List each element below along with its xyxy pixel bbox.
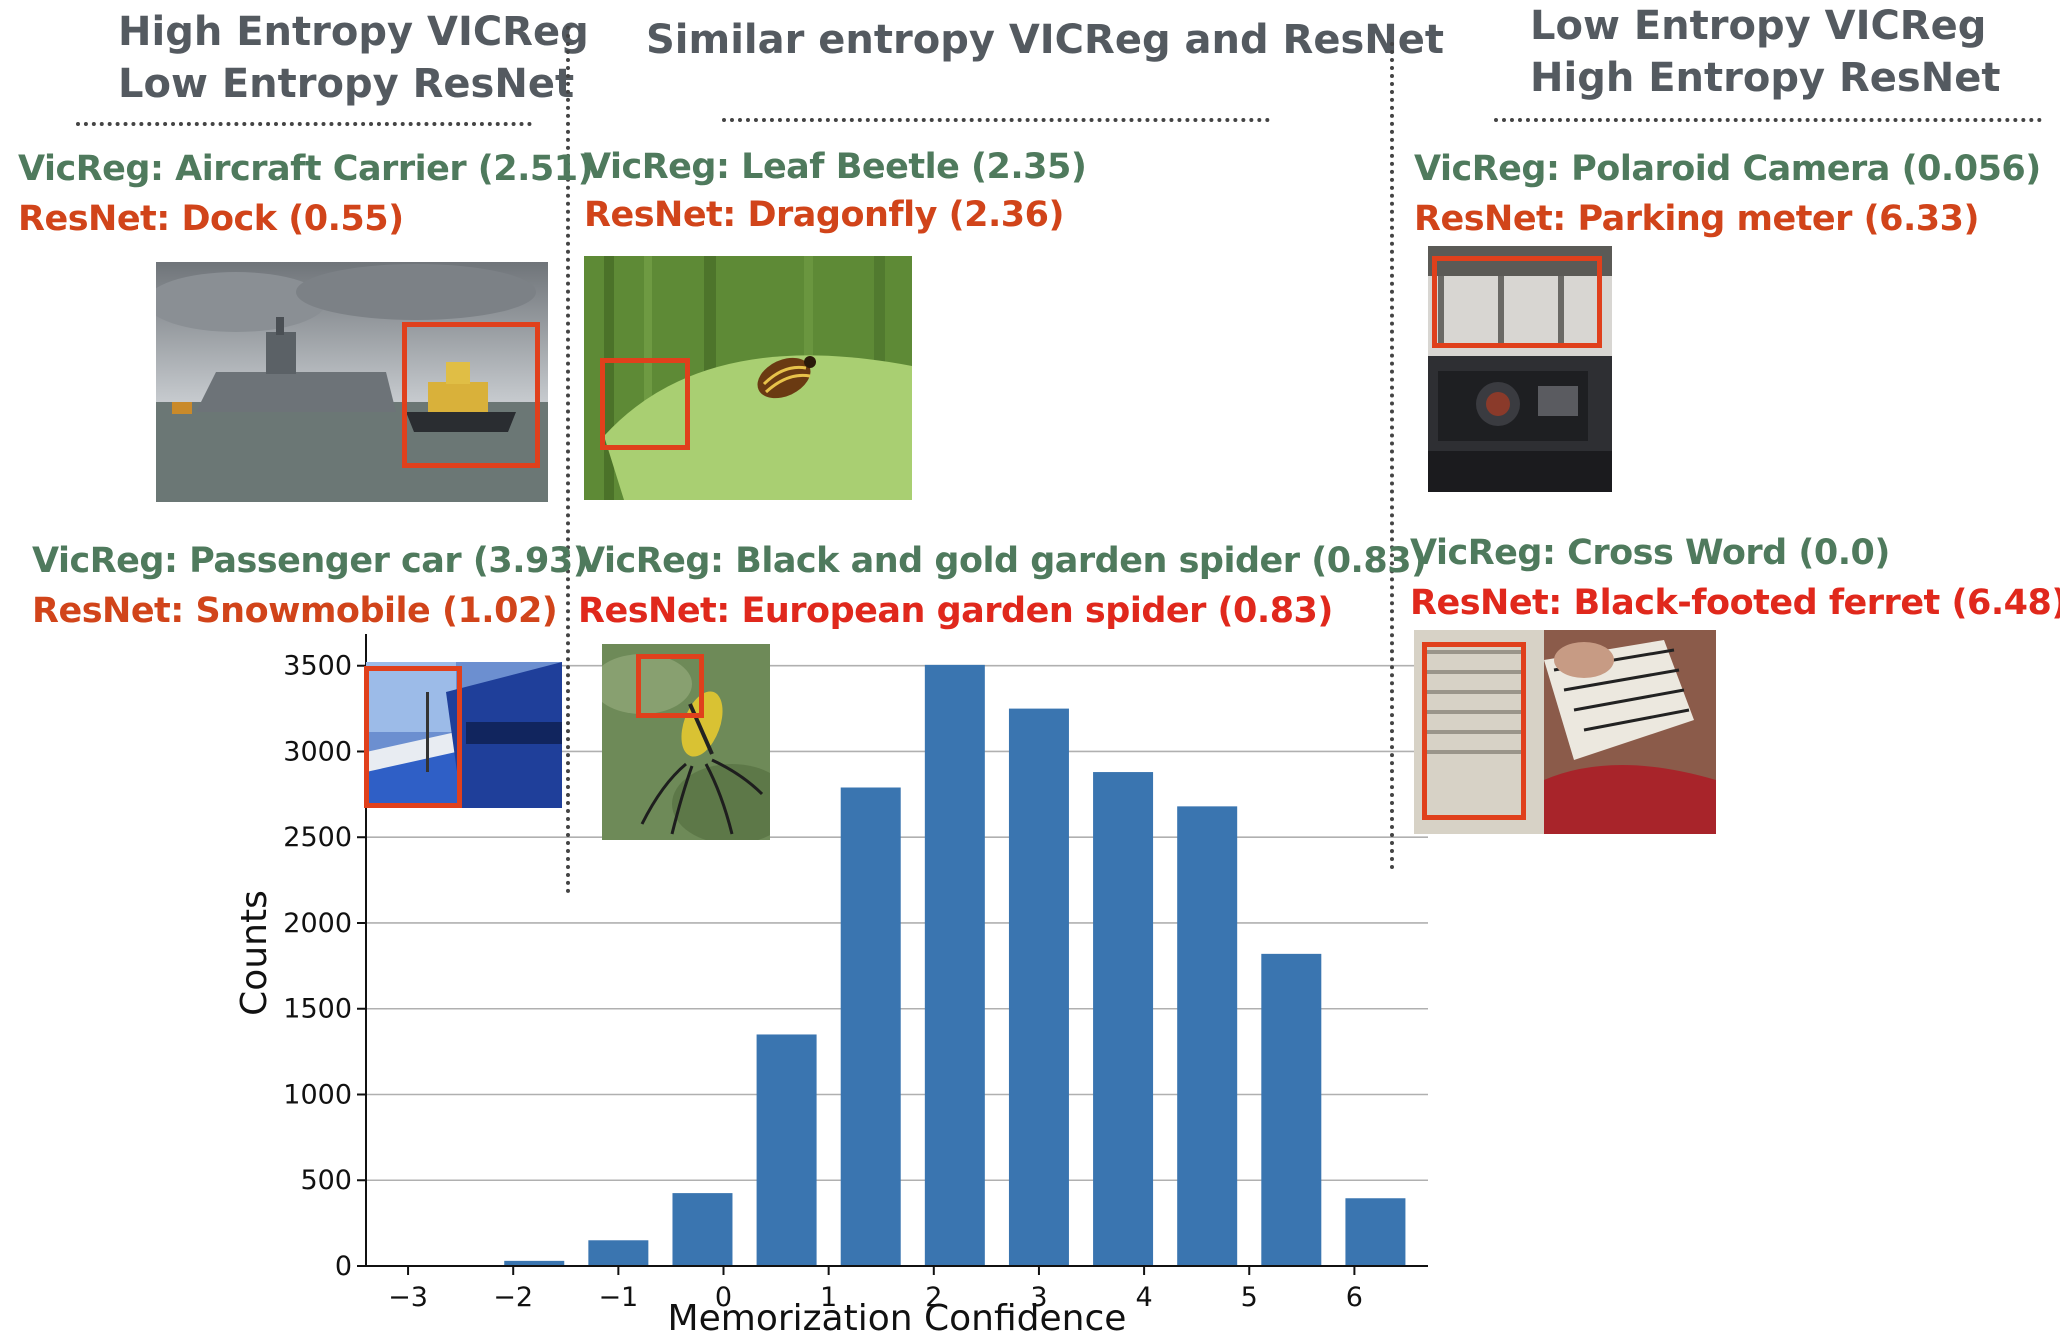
y-tick-label: 2000 bbox=[283, 908, 352, 939]
y-tick-label: 1000 bbox=[283, 1079, 352, 1110]
x-tick-label: 0 bbox=[715, 1282, 732, 1313]
x-tick-label: −2 bbox=[493, 1282, 533, 1313]
bar bbox=[1008, 708, 1069, 1266]
x-tick-label: 2 bbox=[925, 1282, 942, 1313]
header-middle: Similar entropy VICReg and ResNet bbox=[646, 17, 1445, 63]
passenger-car-image bbox=[366, 662, 562, 808]
y-tick-label: 3000 bbox=[283, 736, 352, 767]
bar bbox=[924, 664, 985, 1266]
bar bbox=[840, 787, 901, 1266]
bar bbox=[672, 1193, 733, 1266]
header-right-line1: Low Entropy VICReg bbox=[1530, 3, 1987, 49]
header-right-line2: High Entropy ResNet bbox=[1530, 55, 2001, 101]
carrier-vicreg-label: VicReg: Aircraft Carrier (2.51) bbox=[18, 149, 594, 189]
x-tick-label: 1 bbox=[820, 1282, 837, 1313]
polaroid-resnet-label: ResNet: Parking meter (6.33) bbox=[1414, 199, 1979, 239]
aircraft-carrier-image bbox=[156, 262, 548, 502]
bar bbox=[588, 1240, 649, 1266]
x-axis-label: Memorization Confidence bbox=[668, 1298, 1127, 1334]
crossword-resnet-label: ResNet: Black-footed ferret (6.48) bbox=[1410, 583, 2060, 623]
beetle-resnet-label: ResNet: Dragonfly (2.36) bbox=[584, 195, 1064, 235]
bar bbox=[504, 1260, 565, 1266]
header-right-underline bbox=[1494, 118, 2042, 122]
garden-spider-image bbox=[602, 644, 770, 840]
x-tick-label: 4 bbox=[1136, 1282, 1153, 1313]
carrier-resnet-label: ResNet: Dock (0.55) bbox=[18, 199, 404, 239]
car-vicreg-label: VicReg: Passenger car (3.93) bbox=[32, 541, 589, 581]
crossword-highlight-box bbox=[1422, 642, 1526, 820]
polaroid-highlight-box bbox=[1432, 256, 1602, 348]
bar bbox=[1177, 806, 1238, 1266]
x-tick-label: 5 bbox=[1241, 1282, 1258, 1313]
spider-highlight-box bbox=[636, 654, 704, 718]
header-left-line1: High Entropy VICReg bbox=[118, 9, 589, 55]
header-left-line2: Low Entropy ResNet bbox=[118, 61, 575, 107]
y-tick-label: 1500 bbox=[283, 994, 352, 1025]
header-middle-underline bbox=[722, 118, 1270, 122]
polaroid-camera-image bbox=[1428, 246, 1612, 492]
bar bbox=[1345, 1198, 1406, 1266]
y-tick-label: 3500 bbox=[283, 651, 352, 682]
y-tick-label: 500 bbox=[300, 1165, 352, 1196]
header-left-underline bbox=[76, 122, 532, 126]
x-tick-label: 6 bbox=[1346, 1282, 1363, 1313]
y-tick-label: 2500 bbox=[283, 822, 352, 853]
bar bbox=[1261, 953, 1322, 1266]
spider-vicreg-label: VicReg: Black and gold garden spider (0.… bbox=[578, 541, 1427, 581]
x-tick-label: −3 bbox=[388, 1282, 428, 1313]
beetle-highlight-box bbox=[600, 358, 690, 450]
beetle-vicreg-label: VicReg: Leaf Beetle (2.35) bbox=[584, 147, 1087, 187]
bar bbox=[756, 1034, 817, 1266]
y-tick-label: 0 bbox=[335, 1251, 352, 1282]
divider-left bbox=[566, 26, 570, 894]
x-tick-label: 3 bbox=[1030, 1282, 1047, 1313]
divider-right bbox=[1390, 42, 1394, 870]
carrier-highlight-box bbox=[402, 322, 540, 468]
bar bbox=[1093, 772, 1154, 1266]
car-resnet-label: ResNet: Snowmobile (1.02) bbox=[32, 591, 558, 631]
y-axis-label: Counts bbox=[234, 890, 275, 1016]
crossword-image bbox=[1414, 630, 1716, 834]
crossword-vicreg-label: VicReg: Cross Word (0.0) bbox=[1410, 533, 1890, 573]
leaf-beetle-image bbox=[584, 256, 912, 500]
polaroid-vicreg-label: VicReg: Polaroid Camera (0.056) bbox=[1414, 149, 2041, 189]
spider-resnet-label: ResNet: European garden spider (0.83) bbox=[578, 591, 1333, 631]
car-highlight-box bbox=[364, 666, 462, 808]
x-tick-label: −1 bbox=[598, 1282, 638, 1313]
